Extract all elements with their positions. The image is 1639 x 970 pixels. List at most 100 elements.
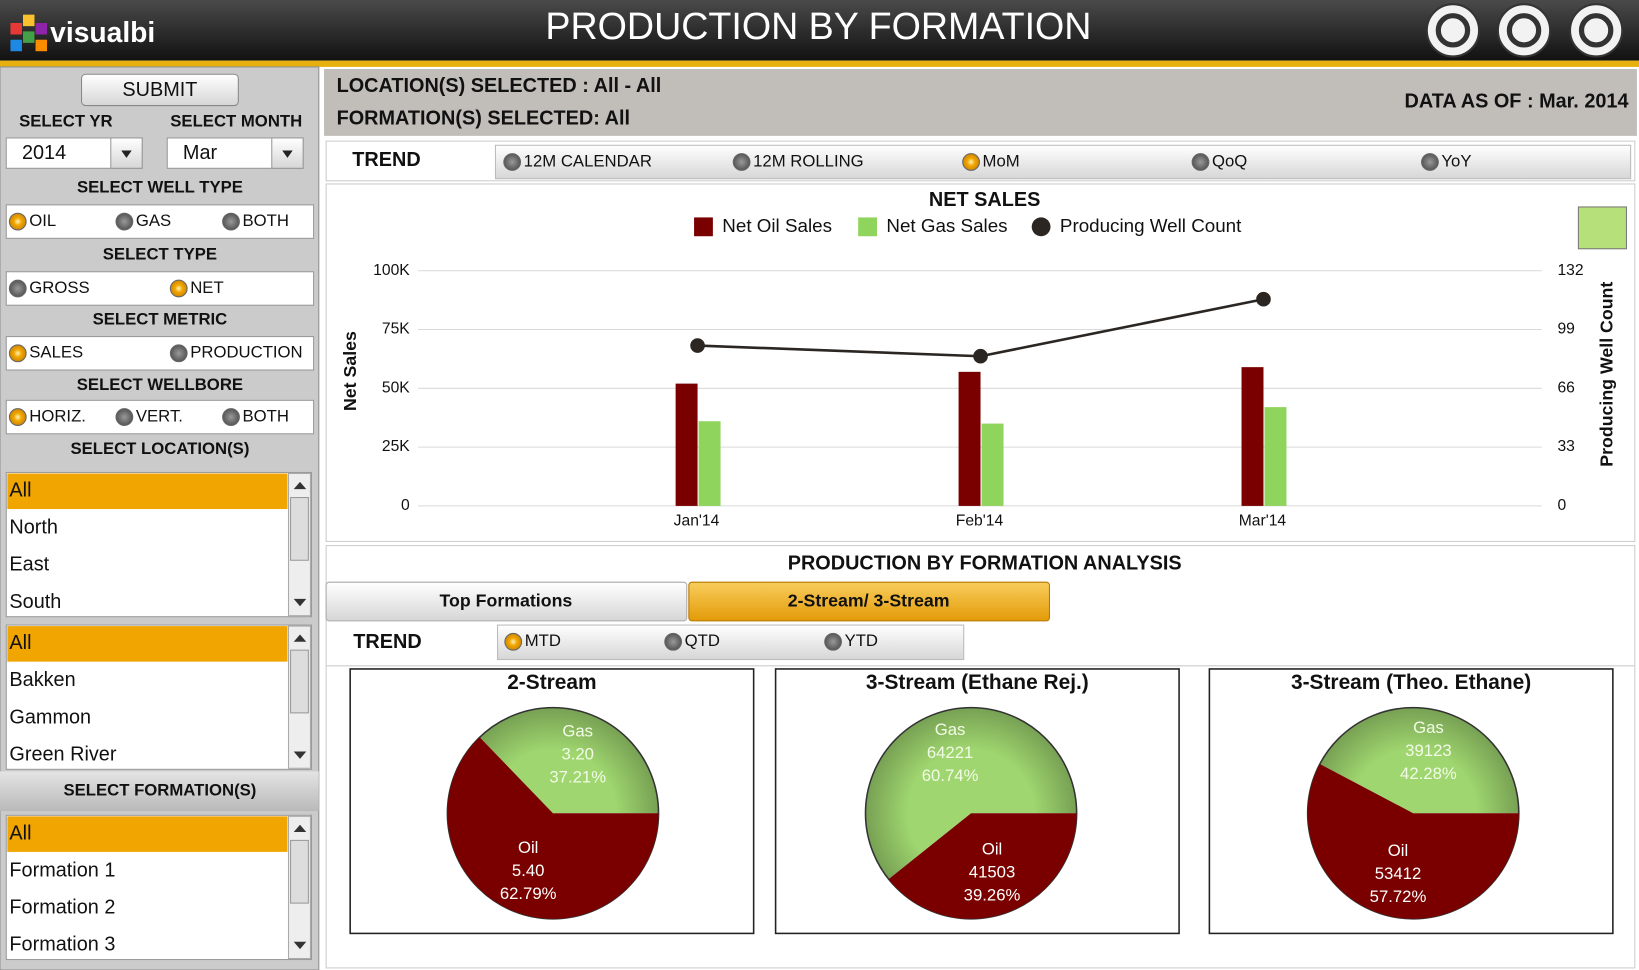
y-tick-label: 0 [401,497,410,514]
radio-button[interactable] [169,344,188,363]
list-item[interactable]: Formation 3 [9,934,115,956]
bar [981,423,1004,506]
y2-tick-label: 0 [1557,497,1566,514]
radio-button[interactable] [169,279,188,298]
legend-label: Producing Well Count [1060,215,1242,236]
slice-value: 64221 [927,743,974,762]
list-item[interactable]: All [9,632,31,654]
radio-label: MoM [983,151,1020,170]
scroll-down[interactable] [293,751,307,759]
radio-label: BOTH [243,406,289,425]
scroll-down[interactable] [293,941,307,950]
slice-name: Oil [1388,841,1408,860]
radio-label: YoY [1441,151,1471,170]
radio-button[interactable] [1421,153,1439,171]
scroll-up[interactable] [293,824,307,833]
pie-slice [447,737,659,919]
dropdown-arrow [282,150,293,158]
radio-button[interactable] [222,408,240,426]
filter-title: SELECT WELLBORE [77,375,243,394]
list-item[interactable]: North [9,517,58,539]
trend-label: TREND [353,631,421,653]
radio-button[interactable] [115,212,134,231]
bar [958,371,981,506]
radio-label: GROSS [29,278,89,297]
legend-swatch [694,217,713,237]
pie-title: 2-Stream [507,671,596,694]
icon-glyph [1435,13,1471,48]
logo-text: visualbi [50,16,155,48]
scroll-up[interactable] [293,481,307,490]
radio-button[interactable] [664,632,683,651]
x-tick-label: Feb'14 [956,513,1004,530]
list-item[interactable]: Green River [9,743,116,765]
legend-swatch [858,217,877,237]
print-button[interactable] [1496,3,1552,58]
radio-button[interactable] [222,212,240,231]
radio-button[interactable] [962,153,980,171]
y2-tick-label: 132 [1557,262,1583,279]
slice-percent: 57.72% [1370,887,1427,906]
radio-button[interactable] [824,632,842,651]
radio-button[interactable] [504,632,523,651]
help-button[interactable] [1568,3,1624,58]
tab[interactable] [688,581,1050,622]
scroll-thumb [290,649,309,714]
radio-button[interactable] [732,153,751,171]
radio-button[interactable] [8,212,27,231]
list-selection [7,626,288,662]
list-item[interactable]: Formation 2 [9,897,115,919]
slice-percent: 37.21% [549,767,606,786]
scroll-thumb [290,497,309,561]
tab[interactable] [325,581,688,622]
y-tick-label: 75K [382,321,410,338]
trend-options-box [494,144,1632,180]
analysis-title: PRODUCTION BY FORMATION ANALYSIS [788,553,1182,575]
table-toggle[interactable] [1577,206,1627,250]
slice-name: Gas [1413,718,1444,737]
month-label: SELECT MONTH [170,112,302,131]
radio-group-box [5,336,315,371]
radio-label: BOTH [243,211,289,230]
slice-value: 5.40 [512,861,545,880]
radio-label: NET [190,278,223,297]
list-item[interactable]: Gammon [9,706,91,728]
y-tick-label: 25K [382,438,410,455]
list-item[interactable]: All [9,822,31,844]
list-item[interactable]: South [9,591,61,613]
logo-cube [22,14,35,27]
list-selection [7,473,288,510]
bar [1241,367,1264,506]
chart-title: NET SALES [929,189,1040,211]
list-item[interactable]: Formation 1 [9,859,115,881]
location-selected: LOCATION(S) SELECTED : All - All [337,75,662,97]
formation-title: SELECT FORMATION(S) [63,781,256,800]
scroll-up[interactable] [293,634,307,642]
radio-button[interactable] [503,153,522,171]
y-tick-label: 50K [382,379,410,396]
pie-slice [888,813,1077,919]
radio-label: PRODUCTION [190,343,302,362]
y-axis-title: Net Sales [340,331,360,411]
x-tick-label: Jan'14 [674,513,720,530]
list-item[interactable]: All [9,480,31,502]
submit-label: SUBMIT [122,79,197,101]
scroll-down[interactable] [293,598,307,607]
radio-button[interactable] [1191,153,1210,171]
radio-group-box [5,399,315,435]
list-item[interactable]: Bakken [9,669,75,691]
bar [698,421,721,506]
radio-button[interactable] [115,408,134,426]
slice-percent: 62.79% [500,884,557,903]
trend-label: TREND [352,149,420,171]
radio-button[interactable] [8,279,27,298]
radio-button[interactable] [8,408,27,426]
header-bar [0,0,1639,61]
radio-group-box [5,271,315,306]
radio-button[interactable] [8,344,27,363]
slice-name: Oil [982,839,1002,858]
logo-cube [10,22,22,35]
submit-button[interactable] [81,73,239,107]
list-item[interactable]: East [9,554,49,576]
export-excel-button[interactable] [1425,3,1481,58]
